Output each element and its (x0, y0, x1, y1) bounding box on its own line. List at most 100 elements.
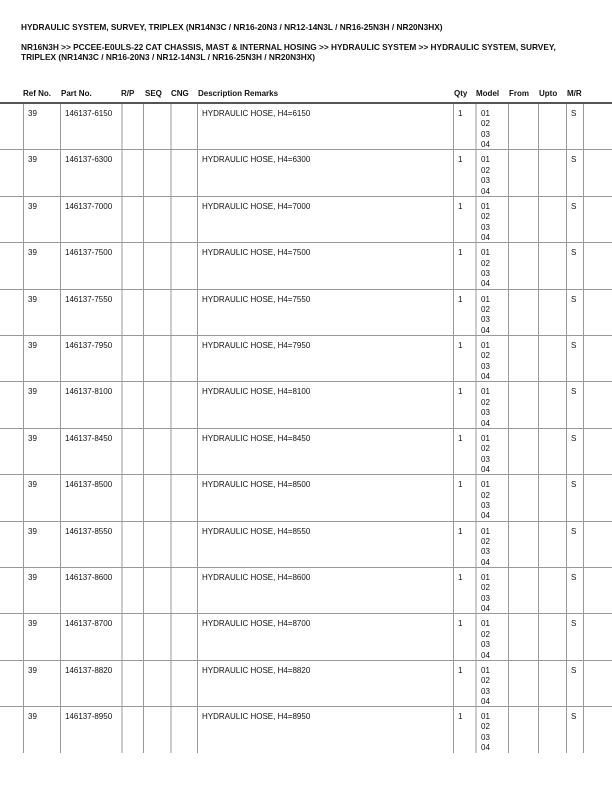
seq-cell (143, 521, 170, 567)
column-header: Description Remarks (198, 89, 279, 98)
ref-no-cell: 39 (23, 289, 60, 335)
model-code: 01 (481, 201, 490, 211)
model-code: 04 (481, 604, 490, 614)
from-cell (508, 521, 538, 567)
model-cell: 01 02 03 04 (475, 707, 508, 754)
model-cell: 01 02 03 04 (475, 243, 508, 289)
model-code: 03 (481, 686, 490, 696)
mr-cell: S (566, 707, 583, 754)
column-header: M/R (567, 89, 582, 98)
column-header: R/P (121, 89, 135, 98)
model-cell: 01 02 03 04 (475, 660, 508, 707)
model-code: 04 (481, 650, 490, 660)
model-cell: 01 02 03 04 (475, 428, 508, 475)
table-right-border (583, 567, 584, 614)
seq-cell (143, 196, 170, 243)
model-code: 03 (481, 500, 490, 510)
from-cell (508, 707, 538, 754)
from-cell (508, 196, 538, 243)
from-cell (508, 428, 538, 475)
upto-cell (538, 707, 566, 754)
table-right-border (583, 428, 584, 475)
ref-no-cell: 39 (23, 243, 60, 289)
table-row: 39 146137-8550 HYDRAULIC HOSE, H4=8550 1 01 0… (0, 521, 612, 568)
qty-cell: 1 (453, 428, 475, 475)
cng-cell (170, 289, 197, 335)
model-code: 04 (481, 696, 490, 706)
column-header: Ref No. (23, 89, 51, 98)
upto-cell (538, 614, 566, 660)
table-row: 39 146137-8450 HYDRAULIC HOSE, H4=8450 1 01 0… (0, 428, 612, 476)
upto-cell (538, 521, 566, 567)
table-right-border (583, 707, 584, 754)
qty-cell: 1 (453, 567, 475, 614)
mr-cell: S (566, 196, 583, 243)
part-no-cell: 146137-8450 (60, 428, 121, 475)
table-right-border (583, 475, 584, 521)
mr-cell: S (566, 475, 583, 521)
from-cell (508, 475, 538, 521)
qty-cell: 1 (453, 150, 475, 196)
model-code: 03 (481, 732, 490, 742)
table-right-border (583, 521, 584, 567)
part-no-cell: 146137-7550 (60, 289, 121, 335)
qty-cell: 1 (453, 196, 475, 243)
model-code: 01 (481, 433, 490, 443)
from-cell (508, 289, 538, 335)
column-header: CNG (171, 89, 189, 98)
model-code: 01 (481, 480, 490, 490)
cng-cell (170, 614, 197, 660)
column-header: From (509, 89, 529, 98)
seq-cell (143, 660, 170, 707)
cng-cell (170, 475, 197, 521)
qty-cell: 1 (453, 475, 475, 521)
ref-no-cell: 39 (23, 707, 60, 754)
rp-cell (121, 382, 143, 428)
ref-no-cell: 39 (23, 475, 60, 521)
model-code: 01 (481, 109, 490, 118)
description-cell: HYDRAULIC HOSE, H4=7550 (197, 289, 453, 335)
model-code: 01 (481, 387, 490, 397)
description-cell: HYDRAULIC HOSE, H4=6150 (197, 104, 453, 150)
upto-cell (538, 150, 566, 196)
part-no-cell: 146137-8950 (60, 707, 121, 754)
ref-no-cell: 39 (23, 614, 60, 660)
rp-cell (121, 150, 143, 196)
table-right-border (583, 335, 584, 382)
model-code: 02 (481, 629, 490, 639)
description-cell: HYDRAULIC HOSE, H4=7500 (197, 243, 453, 289)
model-code: 02 (481, 722, 490, 732)
ref-no-cell: 39 (23, 335, 60, 382)
mr-cell: S (566, 104, 583, 150)
qty-cell: 1 (453, 335, 475, 382)
table-right-border (583, 289, 584, 335)
table-right-border (583, 614, 584, 660)
breadcrumb: NR16N3H >> PCCEE-E0ULS-22 CAT CHASSIS, M… (21, 42, 556, 62)
qty-cell: 1 (453, 243, 475, 289)
column-header: Qty (454, 89, 468, 98)
description-cell: HYDRAULIC HOSE, H4=8820 (197, 660, 453, 707)
table-right-border (583, 104, 584, 150)
part-no-cell: 146137-8820 (60, 660, 121, 707)
part-no-cell: 146137-7000 (60, 196, 121, 243)
mr-cell: S (566, 614, 583, 660)
model-code: 03 (481, 593, 490, 603)
upto-cell (538, 289, 566, 335)
qty-cell: 1 (453, 289, 475, 335)
table-row: 39 146137-6300 HYDRAULIC HOSE, H4=6300 1 01 0… (0, 150, 612, 197)
rp-cell (121, 475, 143, 521)
upto-cell (538, 428, 566, 475)
description-cell: HYDRAULIC HOSE, H4=8600 (197, 567, 453, 614)
mr-cell: S (566, 289, 583, 335)
model-code: 03 (481, 454, 490, 464)
model-cell: 01 02 03 04 (475, 196, 508, 243)
upto-cell (538, 243, 566, 289)
parts-table: 39 146137-6150 HYDRAULIC HOSE, H4=6150 1 01 0… (0, 104, 612, 754)
table-right-border (583, 150, 584, 196)
model-code: 01 (481, 572, 490, 582)
ref-no-cell: 39 (23, 428, 60, 475)
column-header: Model (476, 89, 500, 98)
part-no-cell: 146137-6150 (60, 104, 121, 150)
cng-cell (170, 521, 197, 567)
